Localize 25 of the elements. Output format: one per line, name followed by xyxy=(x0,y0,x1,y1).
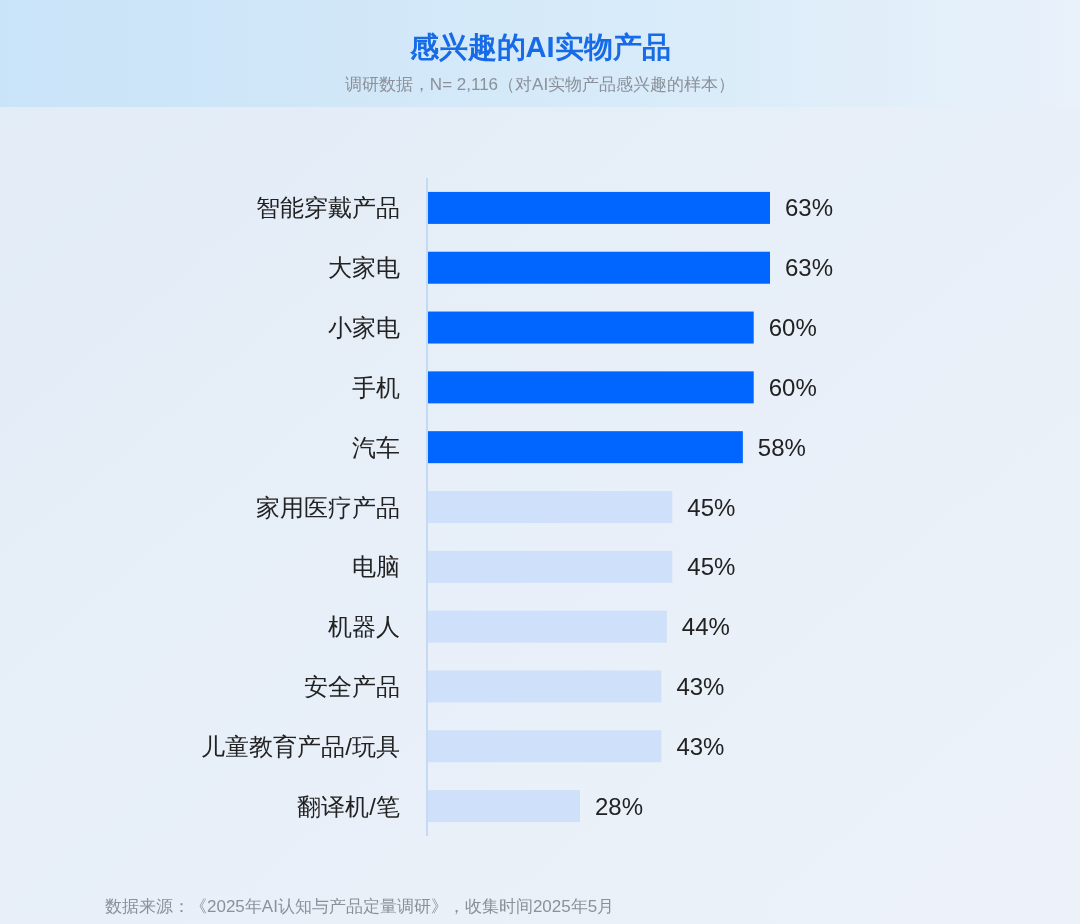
data-label: 44% xyxy=(681,613,730,641)
data-label: 28% xyxy=(595,792,644,820)
data-label: 45% xyxy=(687,493,736,521)
y-tick-label: 电脑 xyxy=(352,553,400,581)
y-tick-label: 手机 xyxy=(352,373,400,401)
y-tick-label: 机器人 xyxy=(328,613,400,641)
y-tick-label: 智能穿戴产品 xyxy=(256,194,400,222)
data-label: 43% xyxy=(676,672,725,700)
y-tick-label: 汽车 xyxy=(352,433,400,461)
chart-title: 感兴趣的AI实物产品 xyxy=(408,31,671,63)
data-label: 58% xyxy=(757,433,806,461)
y-tick-label: 小家电 xyxy=(328,314,400,342)
y-tick-label: 安全产品 xyxy=(304,672,400,700)
source-note: 数据来源：《2025年AI认知与产品定量调研》，收集时间2025年5月 xyxy=(105,897,615,916)
y-tick-label: 儿童教育产品/玩具 xyxy=(201,732,400,760)
data-label: 43% xyxy=(676,732,725,760)
chart-subtitle: 调研数据，N= 2,116（对AI实物产品感兴趣的样本） xyxy=(344,75,736,94)
data-label: 63% xyxy=(785,194,834,222)
data-label: 60% xyxy=(768,314,817,342)
y-tick-label: 家用医疗产品 xyxy=(256,493,400,521)
y-tick-label: 大家电 xyxy=(328,254,400,282)
y-tick-label: 翻译机/笔 xyxy=(297,792,400,820)
data-label: 63% xyxy=(785,254,834,282)
data-label: 45% xyxy=(687,553,736,581)
data-label: 60% xyxy=(768,373,817,401)
